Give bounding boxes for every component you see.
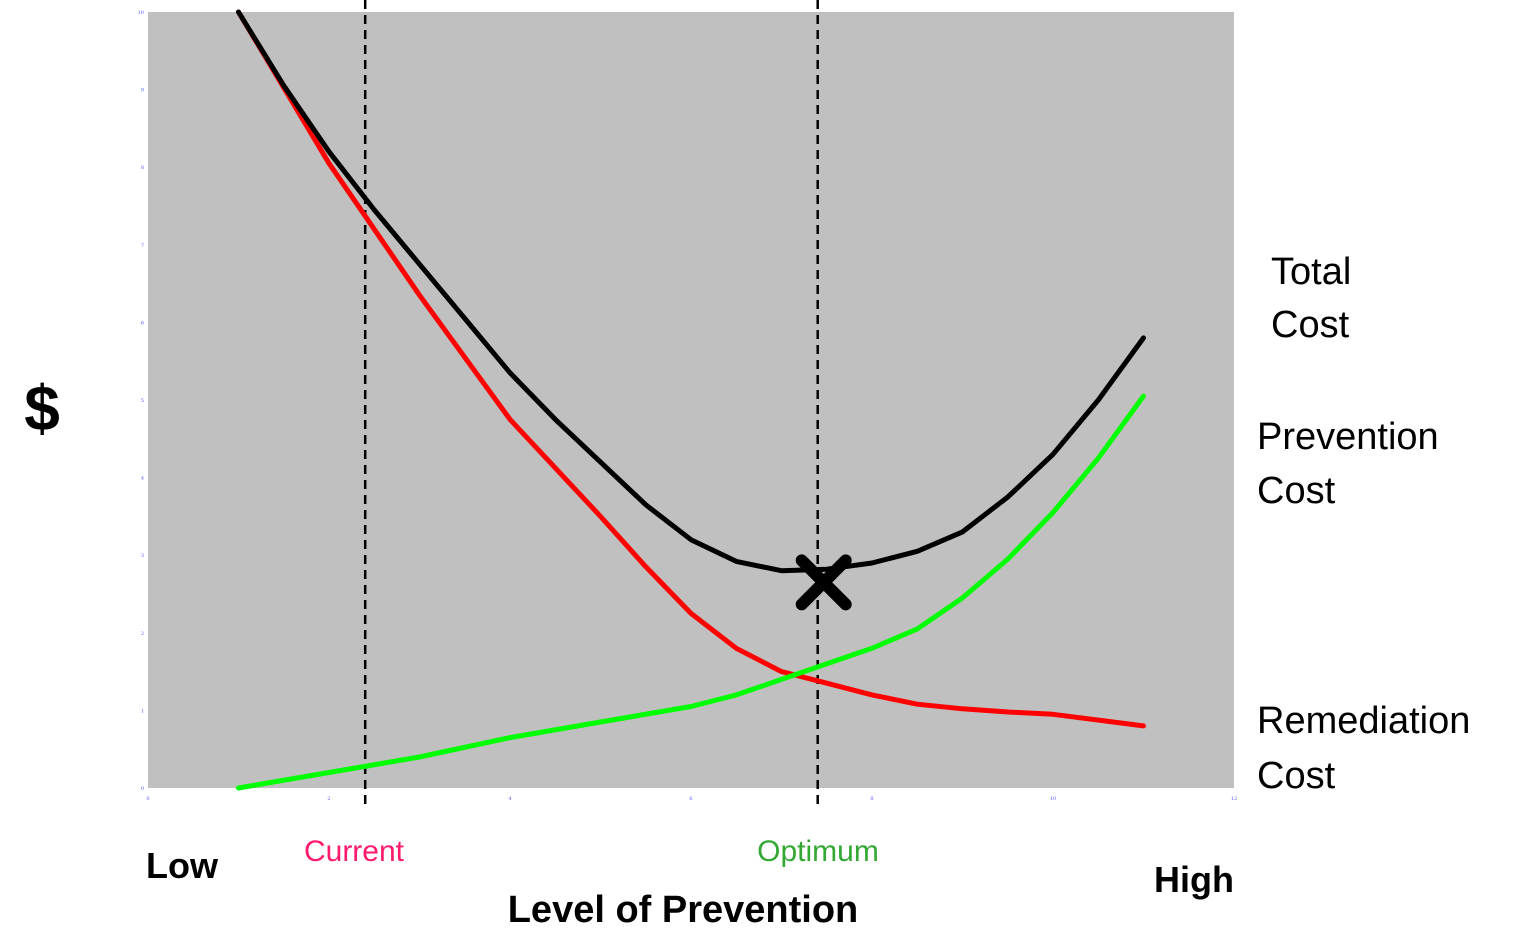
- x-tick-label: 6: [689, 796, 692, 802]
- series-total-cost-line: [236, 9, 1146, 574]
- series-prevention-cost-line: [236, 393, 1146, 791]
- series-remediation-cost-line: [236, 9, 1146, 729]
- legend-remediation-cost-line1: Remediation: [1257, 700, 1470, 742]
- legend-total-cost-line2: Cost: [1271, 304, 1350, 346]
- y-tick-label: 4: [141, 476, 144, 482]
- y-tick-label: 10: [138, 10, 144, 16]
- y-tick-label: 3: [141, 553, 144, 559]
- legend-prevention-cost-line1: Prevention: [1257, 416, 1439, 458]
- x-tick-label: 2: [327, 796, 330, 802]
- y-tick-label: 6: [141, 320, 144, 326]
- x-high-label: High: [1154, 859, 1234, 900]
- y-tick-label: 9: [141, 88, 144, 94]
- legend-remediation-cost-line2: Cost: [1257, 755, 1336, 797]
- y-tick-label: 8: [141, 165, 144, 171]
- y-tick-label: 0: [141, 786, 144, 792]
- x-low-label: Low: [146, 845, 219, 886]
- vline-label-current: Current: [304, 835, 405, 868]
- legend-total-cost-line1: Total: [1271, 251, 1351, 293]
- x-tick-label: 0: [146, 796, 149, 802]
- legend-prevention-cost-line2: Cost: [1257, 470, 1336, 512]
- y-axis-label: $: [24, 372, 60, 444]
- vline-label-optimum: Optimum: [757, 835, 879, 868]
- x-tick-label: 4: [508, 796, 511, 802]
- y-tick-label: 1: [141, 708, 144, 714]
- y-tick-label: 7: [141, 243, 144, 249]
- x-tick-label: 8: [870, 796, 873, 802]
- y-tick-label: 5: [141, 398, 144, 404]
- optimum-x-marker: [795, 554, 852, 611]
- y-tick-label: 2: [141, 631, 144, 637]
- plot-area: [148, 12, 1234, 788]
- x-tick-label: 12: [1231, 796, 1237, 802]
- x-tick-label: 10: [1050, 796, 1056, 802]
- x-axis-label: Level of Prevention: [508, 889, 859, 928]
